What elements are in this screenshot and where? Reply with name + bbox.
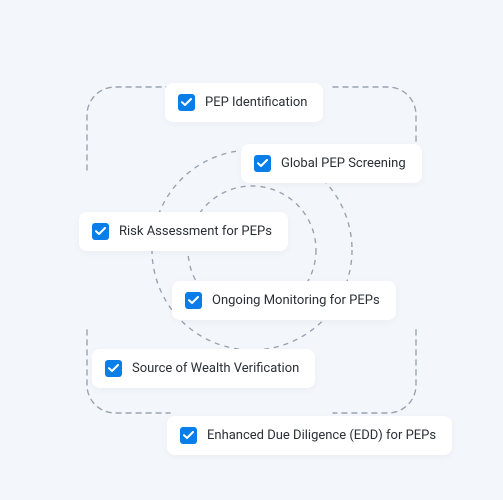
checkbox-checked-icon: [185, 292, 202, 309]
feature-card: Risk Assessment for PEPs: [79, 212, 288, 251]
checkbox-checked-icon: [254, 155, 271, 172]
checkbox-checked-icon: [178, 94, 195, 111]
feature-label: Ongoing Monitoring for PEPs: [212, 293, 380, 308]
feature-label: PEP Identification: [205, 95, 307, 110]
feature-card: Global PEP Screening: [241, 144, 422, 183]
feature-label: Enhanced Due Diligence (EDD) for PEPs: [207, 428, 436, 443]
feature-card: Enhanced Due Diligence (EDD) for PEPs: [167, 416, 452, 455]
feature-label: Global PEP Screening: [281, 156, 406, 171]
checkbox-checked-icon: [92, 223, 109, 240]
checkbox-checked-icon: [180, 427, 197, 444]
feature-label: Risk Assessment for PEPs: [119, 224, 272, 239]
checkbox-checked-icon: [105, 360, 122, 377]
feature-card: PEP Identification: [165, 83, 323, 122]
feature-label: Source of Wealth Verification: [132, 361, 299, 376]
feature-card: Source of Wealth Verification: [92, 349, 315, 388]
feature-card: Ongoing Monitoring for PEPs: [172, 281, 396, 320]
